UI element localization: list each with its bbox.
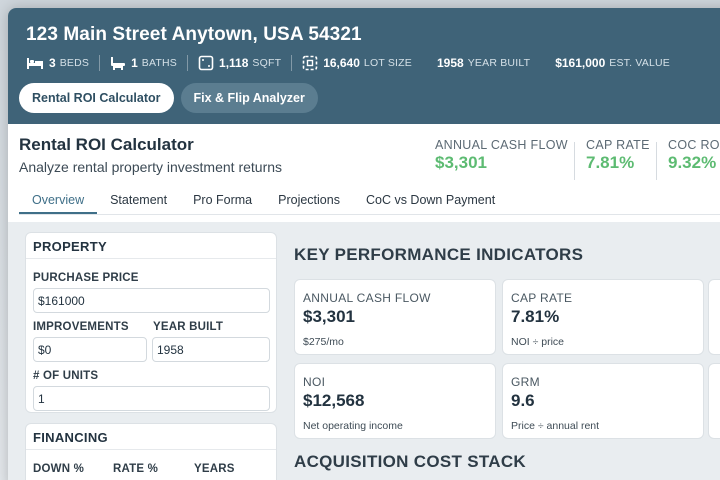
kpi-value: $12,568 bbox=[303, 391, 365, 410]
units-label: # OF UNITS bbox=[33, 370, 99, 382]
property-address: 123 Main Street Anytown, USA 54321 bbox=[26, 24, 362, 45]
page-subtitle: Analyze rental property investment retur… bbox=[19, 159, 283, 175]
kpi-card-noi: NOI $12,568 Net operating income bbox=[294, 363, 496, 439]
fact-est-value-label: EST. VALUE bbox=[609, 57, 671, 69]
summary-annual-cash-flow: ANNUAL CASH FLOW $3,301 bbox=[435, 138, 568, 173]
metric-divider bbox=[574, 142, 575, 180]
financing-panel-heading: FINANCING bbox=[26, 424, 276, 450]
summary-metric-value: 9.32% bbox=[668, 153, 717, 172]
fact-est-value: $161,000 EST. VALUE bbox=[550, 56, 670, 70]
acquisition-section-title: ACQUISITION COST STACK bbox=[294, 452, 527, 471]
property-analysis-window: 123 Main Street Anytown, USA 54321 3 BED… bbox=[8, 8, 720, 480]
kpi-section-title: KEY PERFORMANCE INDICATORS bbox=[294, 245, 584, 264]
summary-metric-value: $3,301 bbox=[435, 153, 487, 172]
improvements-input[interactable] bbox=[33, 337, 147, 362]
kpi-card-partial bbox=[708, 279, 720, 355]
bath-icon bbox=[110, 56, 126, 70]
fact-sqft-label: SQFT bbox=[252, 57, 282, 69]
kpi-note: Price ÷ annual rent bbox=[511, 420, 600, 432]
kpi-card-annual-cash-flow: ANNUAL CASH FLOW $3,301 $275/mo bbox=[294, 279, 496, 355]
summary-metric-label: COC ROI bbox=[668, 138, 720, 152]
fact-lot-size: 16,640 LOT SIZE bbox=[302, 55, 412, 71]
down-percent-label: DOWN % bbox=[33, 463, 85, 475]
improvements-label: IMPROVEMENTS bbox=[33, 321, 129, 333]
sqft-icon bbox=[198, 55, 214, 71]
fact-beds-value: 3 bbox=[49, 56, 56, 70]
financing-panel: FINANCING DOWN % RATE % YEARS bbox=[25, 423, 277, 480]
tab-overview[interactable]: Overview bbox=[19, 192, 98, 214]
tab-rental-roi-calculator[interactable]: Rental ROI Calculator bbox=[19, 83, 174, 113]
fact-year-built: 1958 YEAR BUILT bbox=[432, 56, 530, 70]
fact-beds-label: BEDS bbox=[59, 57, 90, 69]
tab-fix-flip-analyzer[interactable]: Fix & Flip Analyzer bbox=[180, 83, 318, 113]
tab-coc-vs-down-payment[interactable]: CoC vs Down Payment bbox=[365, 193, 496, 207]
main-content: PROPERTY PURCHASE PRICE IMPROVEMENTS YEA… bbox=[8, 222, 720, 480]
kpi-value: $3,301 bbox=[303, 307, 355, 326]
summary-metric-label: CAP RATE bbox=[586, 138, 650, 152]
kpi-label: ANNUAL CASH FLOW bbox=[303, 291, 431, 305]
tab-pro-forma[interactable]: Pro Forma bbox=[193, 193, 253, 207]
purchase-price-label: PURCHASE PRICE bbox=[33, 272, 139, 284]
summary-coc-roi: COC ROI 9.32% bbox=[668, 138, 720, 173]
purchase-price-input[interactable] bbox=[33, 288, 270, 313]
tool-tabs: Rental ROI Calculator Fix & Flip Analyze… bbox=[19, 83, 325, 113]
kpi-value: 7.81% bbox=[511, 307, 560, 326]
property-panel-heading: PROPERTY bbox=[26, 233, 276, 259]
fact-sqft-value: 1,118 bbox=[219, 56, 249, 70]
fact-baths: 1 BATHS bbox=[110, 56, 177, 70]
summary-metric-label: ANNUAL CASH FLOW bbox=[435, 138, 568, 152]
fact-baths-value: 1 bbox=[131, 56, 138, 70]
property-facts: 3 BEDS 1 BATHS 1,118 SQFT bbox=[26, 52, 670, 74]
kpi-label: CAP RATE bbox=[511, 291, 573, 305]
fact-year-built-value: 1958 bbox=[437, 56, 464, 70]
fact-baths-label: BATHS bbox=[141, 57, 178, 69]
tab-statement[interactable]: Statement bbox=[110, 193, 168, 207]
kpi-card-cap-rate: CAP RATE 7.81% NOI ÷ price bbox=[502, 279, 704, 355]
years-label: YEARS bbox=[194, 463, 235, 475]
kpi-note: NOI ÷ price bbox=[511, 336, 565, 348]
year-built-label: YEAR BUILT bbox=[153, 321, 224, 333]
kpi-card-grm: GRM 9.6 Price ÷ annual rent bbox=[502, 363, 704, 439]
summary-metric-value: 7.81% bbox=[586, 153, 635, 172]
fact-divider bbox=[291, 55, 293, 71]
metric-divider bbox=[656, 142, 657, 180]
section-tabs-divider bbox=[19, 214, 720, 215]
year-built-input[interactable] bbox=[152, 337, 270, 362]
fact-divider bbox=[99, 55, 101, 71]
fact-sqft: 1,118 SQFT bbox=[198, 55, 281, 71]
units-input[interactable] bbox=[33, 386, 270, 411]
bed-icon bbox=[26, 56, 44, 70]
fact-beds: 3 BEDS bbox=[26, 56, 89, 70]
fact-year-built-label: YEAR BUILT bbox=[467, 57, 531, 69]
kpi-note: Net operating income bbox=[303, 420, 403, 432]
lot-size-icon bbox=[302, 55, 318, 71]
rate-percent-label: RATE % bbox=[113, 463, 159, 475]
kpi-note: $275/mo bbox=[303, 336, 344, 348]
kpi-label: NOI bbox=[303, 375, 326, 389]
kpi-label: GRM bbox=[511, 375, 540, 389]
fact-lot-size-value: 16,640 bbox=[323, 56, 360, 70]
property-panel: PROPERTY PURCHASE PRICE IMPROVEMENTS YEA… bbox=[25, 232, 277, 413]
section-tabs: Overview Statement Pro Forma Projections… bbox=[19, 192, 508, 214]
fact-est-value-value: $161,000 bbox=[555, 56, 606, 70]
kpi-card-partial bbox=[708, 363, 720, 439]
fact-lot-size-label: LOT SIZE bbox=[363, 57, 412, 69]
summary-cap-rate: CAP RATE 7.81% bbox=[586, 138, 650, 173]
page-title: Rental ROI Calculator bbox=[19, 135, 194, 154]
fact-divider bbox=[187, 55, 189, 71]
tab-projections[interactable]: Projections bbox=[278, 193, 340, 207]
kpi-value: 9.6 bbox=[511, 391, 535, 410]
property-header: 123 Main Street Anytown, USA 54321 3 BED… bbox=[8, 8, 720, 124]
